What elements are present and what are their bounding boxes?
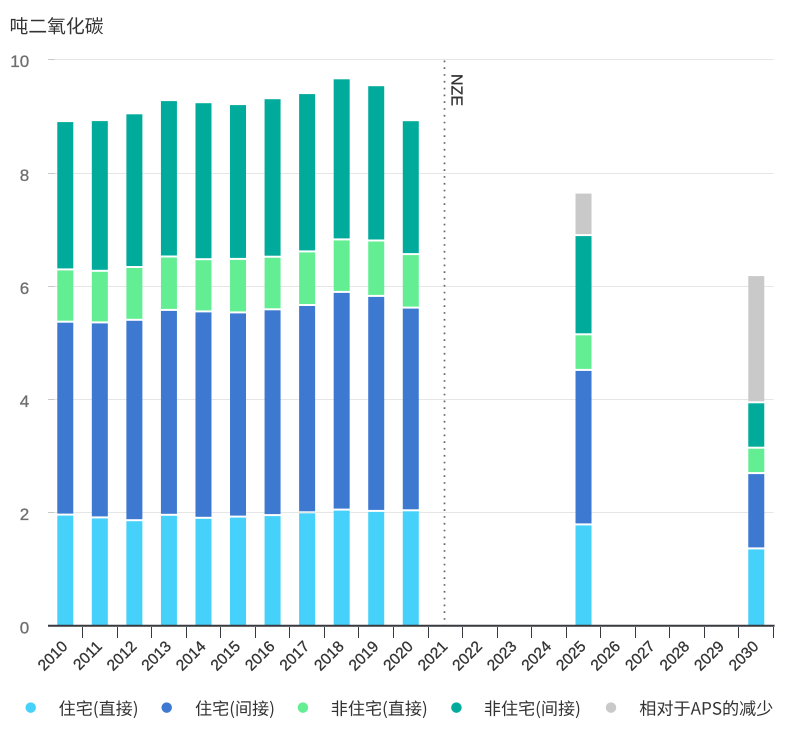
svg-text:0: 0	[20, 618, 29, 637]
svg-text:NZE: NZE	[447, 74, 464, 106]
svg-text:4: 4	[20, 392, 29, 411]
svg-text:6: 6	[20, 279, 29, 298]
svg-text:8: 8	[20, 166, 29, 185]
svg-text:10: 10	[10, 52, 29, 71]
svg-text:2: 2	[20, 505, 29, 524]
